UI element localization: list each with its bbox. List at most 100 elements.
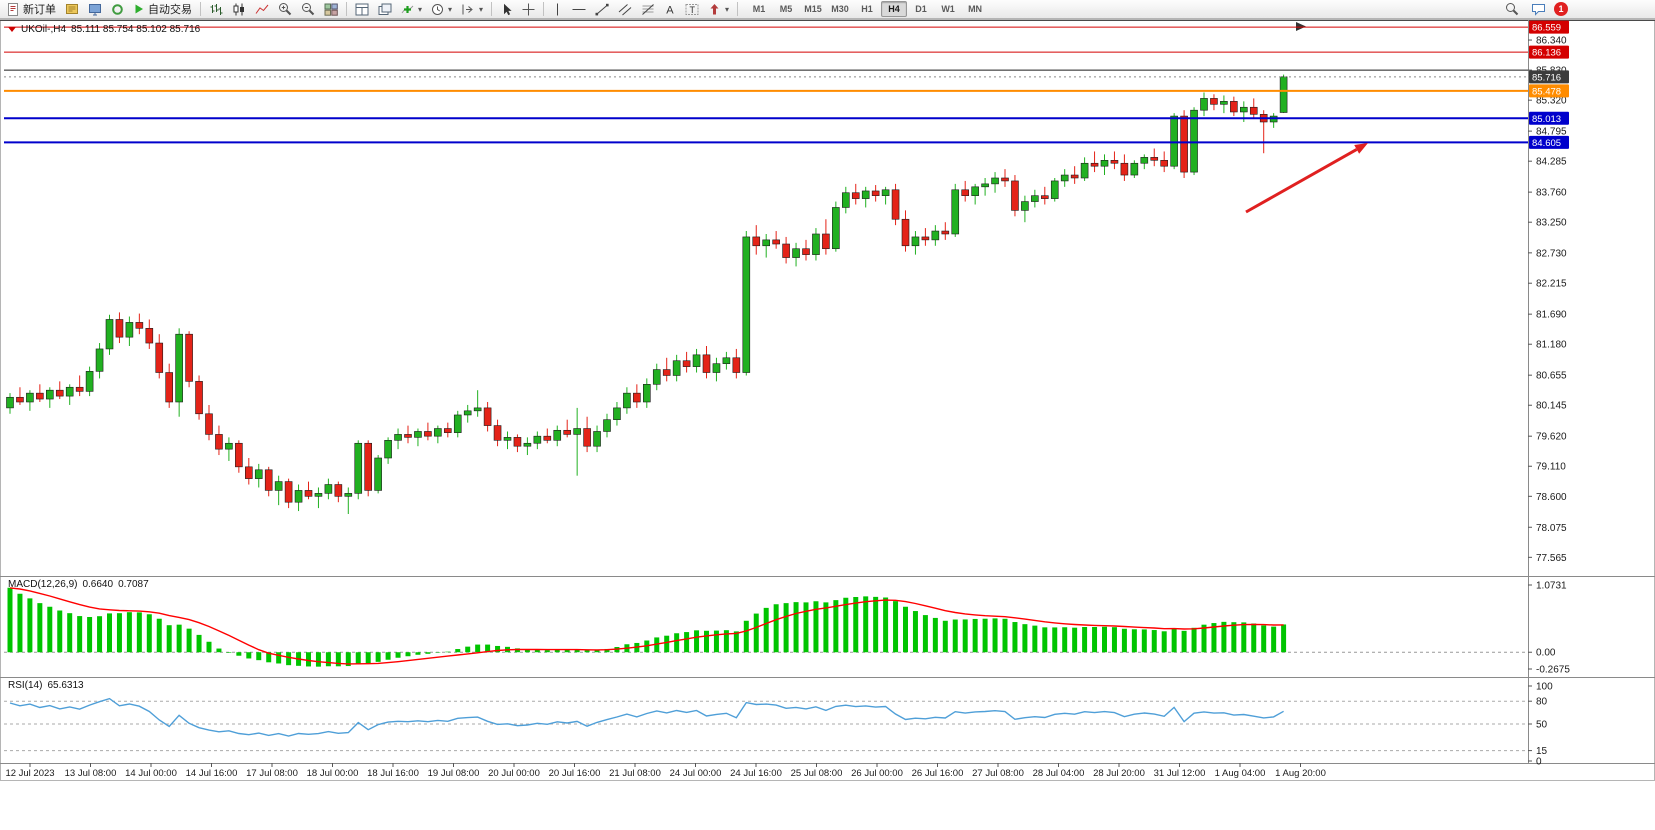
toolbar-separator <box>200 2 201 16</box>
channel-button[interactable] <box>614 0 636 19</box>
timeframe-button-m15[interactable]: M15 <box>804 4 822 14</box>
svg-text:84.605: 84.605 <box>1532 138 1561 149</box>
svg-text:84.795: 84.795 <box>1536 127 1567 138</box>
fibonacci-button[interactable] <box>637 0 659 19</box>
rsi-pane[interactable] <box>4 697 1528 752</box>
timeframe-button-h4[interactable]: H4 <box>881 1 908 17</box>
svg-text:T: T <box>690 5 696 15</box>
arrange-windows-button[interactable] <box>351 0 373 19</box>
search-icon <box>1506 3 1519 16</box>
horizontal-line-icon <box>572 8 586 10</box>
channel-icon <box>618 3 632 15</box>
chart-shift-icon <box>462 4 473 14</box>
candlestick-pane[interactable] <box>6 74 1288 514</box>
svg-text:12 Jul 2023: 12 Jul 2023 <box>5 768 54 779</box>
svg-text:14 Jul 00:00: 14 Jul 00:00 <box>125 768 177 779</box>
svg-text:86.340: 86.340 <box>1536 36 1567 47</box>
timeframe-button-m1[interactable]: M1 <box>752 4 766 14</box>
chart-background <box>0 19 1655 781</box>
svg-text:18 Jul 16:00: 18 Jul 16:00 <box>367 768 419 779</box>
arrange-windows-icon <box>355 3 369 15</box>
line-chart-button[interactable] <box>251 0 273 19</box>
text-label-icon: T <box>685 3 699 15</box>
chat-button[interactable] <box>1527 0 1550 19</box>
svg-text:85.320: 85.320 <box>1536 96 1567 107</box>
timeframe-button-m30[interactable]: M30 <box>831 4 849 14</box>
text-button[interactable]: A <box>660 0 680 19</box>
svg-text:79.110: 79.110 <box>1536 462 1566 473</box>
headset-button[interactable] <box>107 0 128 19</box>
cascade-windows-button[interactable] <box>374 0 396 19</box>
search-button[interactable] <box>1501 0 1523 19</box>
svg-text:86.136: 86.136 <box>1532 48 1561 59</box>
trendline-button[interactable] <box>591 0 613 19</box>
new-order-label: 新订单 <box>23 4 56 16</box>
horizontal-line-button[interactable] <box>568 0 590 19</box>
svg-text:77.565: 77.565 <box>1536 553 1567 564</box>
svg-text:28 Jul 04:00: 28 Jul 04:00 <box>1033 768 1085 779</box>
horizontal-line-objects[interactable] <box>4 26 1528 144</box>
annotations[interactable] <box>1245 143 1368 214</box>
svg-text:80.655: 80.655 <box>1536 371 1567 382</box>
svg-text:84.285: 84.285 <box>1536 157 1567 168</box>
toolbar-separator <box>346 2 347 16</box>
svg-text:13 Jul 08:00: 13 Jul 08:00 <box>65 768 117 779</box>
svg-text:82.730: 82.730 <box>1536 248 1567 259</box>
add-indicator-button[interactable]: ▾ <box>397 0 426 19</box>
svg-text:79.620: 79.620 <box>1536 432 1567 443</box>
toolbar-separator <box>543 2 545 16</box>
svg-text:26 Jul 00:00: 26 Jul 00:00 <box>851 768 903 779</box>
svg-text:A: A <box>666 4 674 16</box>
timeframe-button-w1[interactable]: W1 <box>941 4 955 14</box>
timeframe-button-m5[interactable]: M5 <box>779 4 793 14</box>
svg-text:14 Jul 16:00: 14 Jul 16:00 <box>186 768 238 779</box>
svg-text:19 Jul 08:00: 19 Jul 08:00 <box>428 768 480 779</box>
timeframe-button-mn[interactable]: MN <box>968 4 983 14</box>
svg-text:83.760: 83.760 <box>1536 188 1567 199</box>
play-icon <box>135 4 143 14</box>
svg-text:31 Jul 12:00: 31 Jul 12:00 <box>1154 768 1206 779</box>
svg-text:81.690: 81.690 <box>1536 310 1567 321</box>
svg-text:0.00: 0.00 <box>1536 648 1556 659</box>
toolbar-right-group: 1 <box>1501 0 1652 19</box>
svg-text:1 Aug 20:00: 1 Aug 20:00 <box>1275 768 1326 779</box>
chart-shift-button[interactable]: ▾ <box>457 0 487 19</box>
bar-chart-button[interactable] <box>205 0 227 19</box>
zoom-in-button[interactable] <box>274 0 296 19</box>
timeframe-button-h1[interactable]: H1 <box>861 4 873 14</box>
timeframe-button-d1[interactable]: D1 <box>915 4 927 14</box>
notification-badge[interactable]: 1 <box>1554 2 1568 16</box>
monitor-button[interactable] <box>84 0 106 19</box>
arrows-button[interactable]: ▾ <box>704 0 733 19</box>
svg-text:20 Jul 00:00: 20 Jul 00:00 <box>488 768 540 779</box>
text-label-button[interactable]: T <box>681 0 703 19</box>
crosshair-button[interactable] <box>518 0 539 19</box>
zoom-in-icon <box>279 3 292 16</box>
zoom-out-icon <box>302 3 315 16</box>
vertical-line-icon <box>557 3 559 15</box>
clock-icon <box>432 3 444 15</box>
svg-text:-0.2675: -0.2675 <box>1536 665 1570 676</box>
svg-text:85.716: 85.716 <box>1532 72 1561 83</box>
line-chart-icon <box>255 4 269 14</box>
svg-text:50: 50 <box>1536 720 1548 731</box>
cursor-icon <box>504 3 512 15</box>
new-order-button[interactable]: 新订单 <box>3 0 60 19</box>
candlestick-chart-button[interactable] <box>228 0 250 19</box>
tile-windows-button[interactable] <box>320 0 342 19</box>
macd-pane[interactable] <box>4 587 1528 667</box>
cursor-button[interactable] <box>496 0 517 19</box>
auto-trading-button[interactable]: 自动交易 <box>129 0 196 19</box>
chat-icon <box>1532 3 1545 16</box>
svg-text:78.600: 78.600 <box>1536 492 1567 503</box>
book-button[interactable] <box>61 0 83 19</box>
toolbar-separator <box>737 2 739 16</box>
period-button[interactable]: ▾ <box>427 0 456 19</box>
zoom-out-button[interactable] <box>297 0 319 19</box>
vertical-line-button[interactable] <box>548 0 567 19</box>
toolbar-separator <box>491 2 493 16</box>
chevron-down-icon: ▾ <box>418 4 423 14</box>
add-indicator-icon <box>401 5 414 13</box>
